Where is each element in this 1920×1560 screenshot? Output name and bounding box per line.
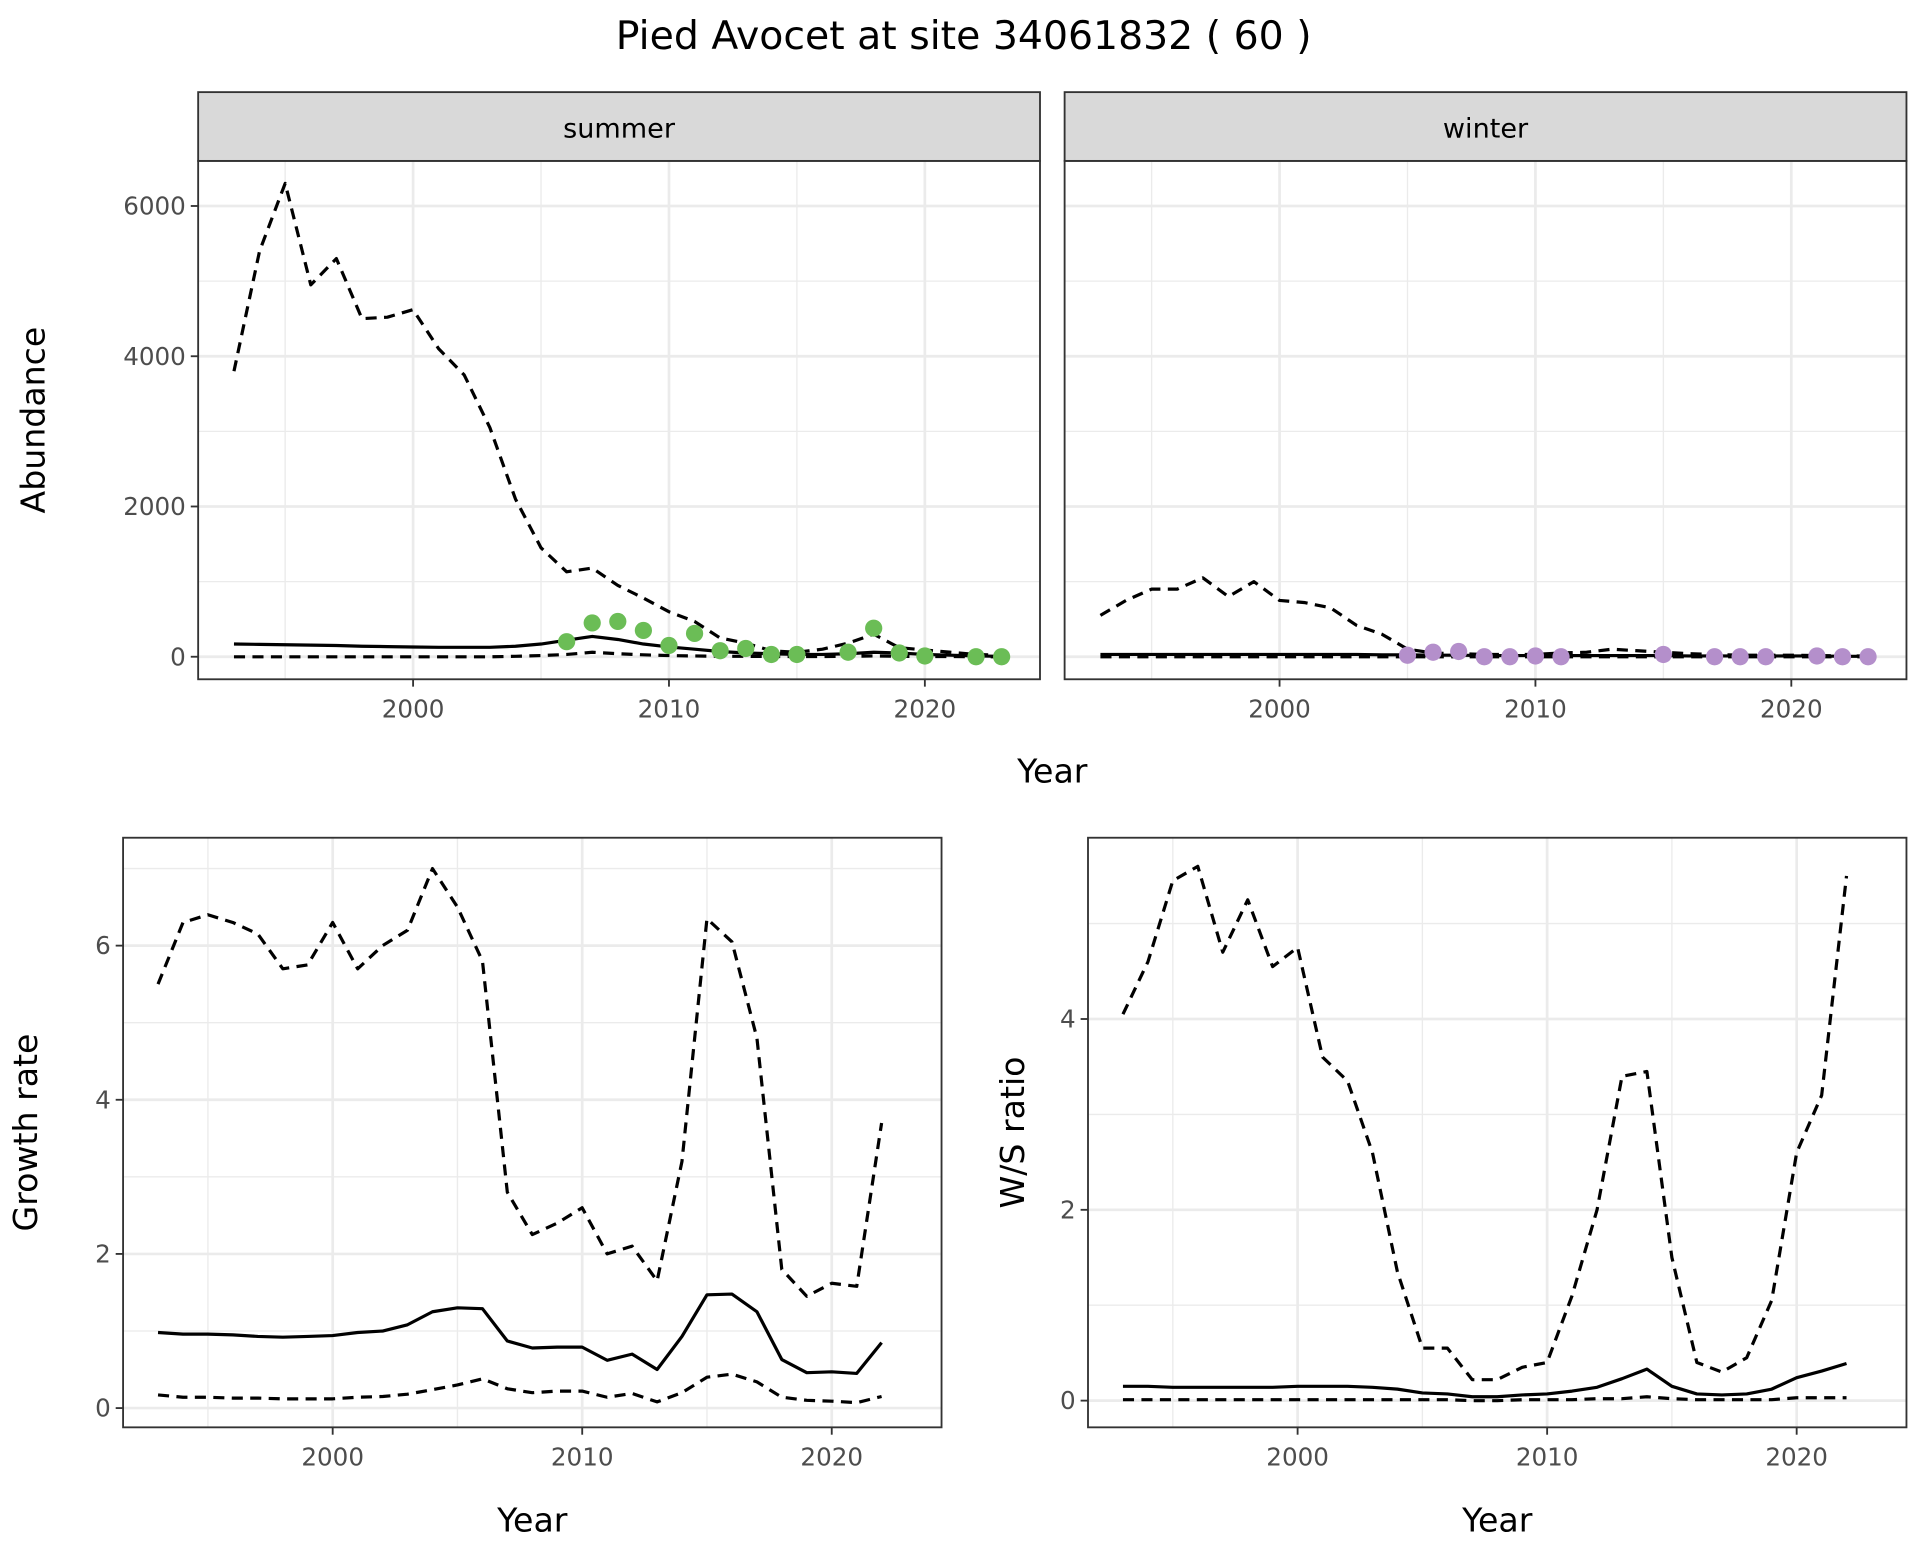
x-tick-label: 2000 (382, 694, 445, 723)
data-point (1398, 646, 1417, 664)
data-point (1501, 648, 1519, 666)
x-axis-title: Year (1461, 1501, 1533, 1540)
x-tick-label: 2020 (1760, 694, 1823, 723)
x-tick-label: 2000 (1266, 1442, 1329, 1471)
y-axis-title: W/S ratio (993, 1057, 1032, 1209)
y-tick-label: 4 (1060, 1005, 1076, 1034)
panel-border (122, 836, 943, 1429)
plot-background (198, 160, 1041, 680)
y-axis-title: Growth rate (6, 1034, 45, 1232)
data-point (1526, 647, 1545, 665)
data-point (788, 645, 806, 664)
data-point (609, 612, 627, 631)
data-point (660, 636, 678, 655)
data-point (558, 633, 576, 651)
x-axis-title: Year (1016, 751, 1088, 790)
y-tick-label: 0 (1060, 1386, 1076, 1415)
panel-winter: winter 2000 2010 2020 (1063, 91, 1908, 723)
series-upper-line (156, 866, 884, 1298)
panel-growth: 2000 2010 2020 0 2 4 6 Growth rate Year (6, 836, 943, 1540)
y-axis-title: Abundance (13, 327, 52, 514)
facet-strip-label: summer (563, 114, 676, 145)
data-point (583, 614, 601, 632)
y-tick-label: 2 (95, 1240, 111, 1269)
plot-background (1064, 160, 1907, 680)
data-point (762, 645, 780, 664)
x-tick-label: 2010 (1516, 1442, 1579, 1471)
data-point (916, 647, 934, 665)
data-point (1552, 648, 1570, 666)
x-tick-label: 2000 (1248, 694, 1311, 723)
series-mean-line (1122, 1361, 1847, 1399)
data-point (890, 644, 908, 662)
data-point (993, 648, 1011, 666)
data-point (1424, 643, 1442, 661)
data-point (839, 643, 857, 661)
x-tick-label: 2020 (1765, 1442, 1828, 1471)
series-mean-line (233, 634, 1002, 658)
data-point (1833, 648, 1852, 666)
data-point (1450, 642, 1468, 661)
data-point (1475, 648, 1493, 666)
y-tick-label: 6 (95, 931, 111, 960)
series-lower-line (1122, 1395, 1847, 1403)
facet-strip-label: winter (1443, 114, 1529, 145)
figure-title: Pied Avocet at site 34061832 ( 60 ) (616, 13, 1312, 59)
y-tick-label: 2 (1060, 1195, 1076, 1224)
y-tick-label: 4000 (123, 342, 186, 371)
data-point (967, 648, 985, 666)
y-tick-label: 4 (95, 1085, 111, 1114)
x-tick-label: 2020 (800, 1442, 863, 1471)
data-point (1705, 648, 1724, 666)
x-tick-label: 2010 (1504, 694, 1567, 723)
panel-summer: summer 2000 2010 2020 0 2000 4000 6000 Abundance (13, 91, 1041, 723)
data-point (1808, 647, 1826, 665)
data-point (1859, 648, 1877, 666)
series-lower-line (157, 1372, 882, 1405)
data-point (865, 619, 883, 637)
data-point (737, 639, 755, 658)
data-point (1731, 648, 1749, 666)
panel-ratio: 2000 2010 2020 0 2 4 W/S ratio Year (993, 836, 1908, 1540)
x-tick-label: 2010 (638, 694, 701, 723)
plot-background (123, 837, 942, 1428)
data-point (1654, 645, 1672, 664)
y-tick-label: 0 (170, 642, 186, 671)
data-point (711, 642, 729, 660)
x-tick-label: 2010 (551, 1442, 614, 1471)
x-tick-label: 2000 (301, 1442, 364, 1471)
data-point (634, 621, 653, 640)
y-tick-label: 6000 (123, 192, 186, 221)
facet-strip (197, 91, 1041, 162)
plot-background (1088, 837, 1907, 1428)
x-axis-title: Year (496, 1501, 568, 1540)
series-mean-line (157, 1292, 883, 1376)
panel-border (1087, 836, 1908, 1429)
facet-strip (1063, 91, 1908, 162)
data-point (1757, 648, 1775, 666)
data-point (685, 624, 704, 643)
x-tick-label: 2020 (894, 694, 957, 723)
y-tick-label: 0 (95, 1394, 111, 1423)
y-tick-label: 2000 (123, 492, 186, 521)
series-upper-line (1121, 864, 1849, 1382)
